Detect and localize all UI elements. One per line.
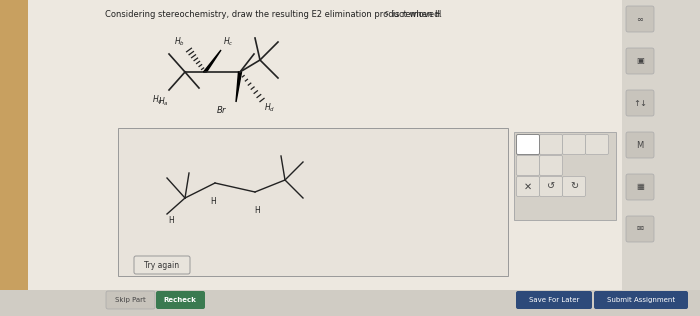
FancyBboxPatch shape (626, 6, 654, 32)
Text: is removed.: is removed. (390, 10, 442, 19)
Text: Recheck: Recheck (164, 297, 197, 303)
FancyBboxPatch shape (594, 291, 688, 309)
Text: ▦: ▦ (636, 183, 644, 191)
Text: $H_a$: $H_a$ (153, 94, 163, 106)
Text: Skip Part: Skip Part (115, 297, 146, 303)
FancyBboxPatch shape (28, 0, 622, 290)
FancyBboxPatch shape (540, 177, 563, 197)
Text: M: M (636, 141, 643, 149)
FancyBboxPatch shape (626, 48, 654, 74)
Text: $H_c$: $H_c$ (223, 35, 234, 48)
Text: ↺: ↺ (547, 181, 555, 191)
FancyBboxPatch shape (626, 132, 654, 158)
FancyBboxPatch shape (563, 177, 585, 197)
FancyBboxPatch shape (563, 135, 585, 155)
FancyBboxPatch shape (540, 155, 563, 175)
Text: Save For Later: Save For Later (528, 297, 579, 303)
Text: ✉: ✉ (636, 224, 643, 234)
FancyBboxPatch shape (106, 291, 155, 309)
FancyBboxPatch shape (514, 132, 616, 220)
Text: $H_a$: $H_a$ (158, 96, 168, 108)
Text: ✕: ✕ (524, 181, 532, 191)
Text: c: c (385, 10, 389, 16)
Text: H: H (210, 197, 216, 206)
Text: $H_b$: $H_b$ (174, 35, 185, 48)
FancyBboxPatch shape (626, 216, 654, 242)
FancyBboxPatch shape (626, 174, 654, 200)
Text: H: H (168, 216, 174, 225)
Text: Try again: Try again (144, 260, 180, 270)
Text: $H_d$: $H_d$ (264, 102, 275, 114)
FancyBboxPatch shape (517, 177, 540, 197)
FancyBboxPatch shape (118, 128, 508, 276)
Text: ▣: ▣ (636, 57, 644, 65)
FancyBboxPatch shape (517, 135, 540, 155)
Text: ↻: ↻ (570, 181, 578, 191)
FancyBboxPatch shape (134, 256, 190, 274)
Text: Considering stereochemistry, draw the resulting E2 elimination product when H: Considering stereochemistry, draw the re… (105, 10, 442, 19)
Text: H: H (254, 206, 260, 215)
Text: $Br$: $Br$ (216, 104, 228, 115)
Polygon shape (236, 72, 241, 102)
FancyBboxPatch shape (0, 0, 28, 316)
FancyBboxPatch shape (517, 135, 540, 155)
FancyBboxPatch shape (622, 0, 700, 290)
FancyBboxPatch shape (0, 290, 700, 316)
FancyBboxPatch shape (156, 291, 205, 309)
FancyBboxPatch shape (626, 90, 654, 116)
FancyBboxPatch shape (516, 291, 592, 309)
FancyBboxPatch shape (540, 135, 563, 155)
Text: ↑↓: ↑↓ (633, 99, 647, 107)
Text: ∞: ∞ (636, 15, 643, 23)
Text: Submit Assignment: Submit Assignment (607, 297, 675, 303)
FancyBboxPatch shape (585, 135, 608, 155)
Polygon shape (204, 50, 221, 72)
FancyBboxPatch shape (517, 155, 540, 175)
